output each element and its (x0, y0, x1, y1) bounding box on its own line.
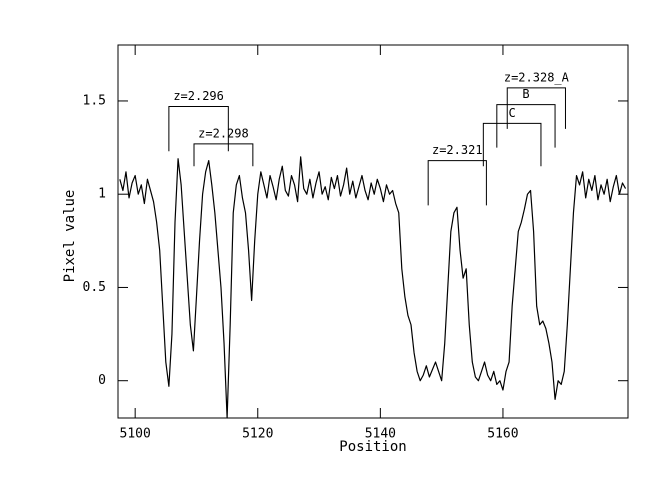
annotation-bracket (168, 106, 229, 152)
y-tick-label: 0.5 (83, 280, 106, 295)
y-axis-title: Pixel value (62, 190, 78, 283)
plot-frame (117, 44, 629, 419)
annotation-label: B (522, 87, 529, 101)
x-tick-label: 5100 (120, 427, 151, 442)
y-tick-label: 0 (98, 373, 106, 388)
x-axis-title: Position (339, 439, 406, 455)
x-tick-label: 5160 (487, 427, 518, 442)
annotation-bracket (193, 143, 254, 167)
annotation-label: z=2.321 (432, 143, 483, 157)
annotation-label: z=2.328_A (504, 70, 570, 84)
x-tick-label: 5120 (242, 427, 273, 442)
annotation-bracket (482, 122, 542, 167)
spectrum-line (119, 156, 627, 419)
annotation-bracket (427, 160, 487, 206)
annotation-label: C (509, 106, 516, 120)
annotation-bracket (506, 87, 566, 129)
annotation-label: z=2.296 (173, 89, 224, 103)
y-tick-label: 1.5 (83, 93, 106, 108)
x-tick-label: 5140 (365, 427, 396, 442)
annotation-label: z=2.298 (198, 126, 249, 140)
annotation-bracket (496, 104, 556, 148)
y-tick-label: 1 (98, 187, 106, 202)
